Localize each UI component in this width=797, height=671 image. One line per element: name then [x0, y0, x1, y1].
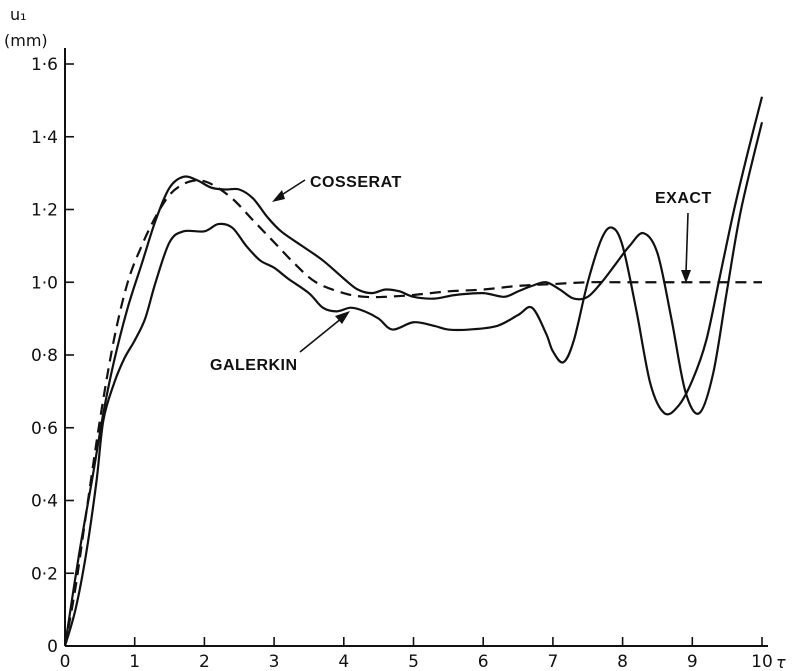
ticks-group: 0 1 2 3 4 5 6 7 8 9 10 0 0·2 0·4 0·6 0·8 1·0 1·2 1·4 1·6: [31, 55, 773, 671]
leader-galerkin: [299, 317, 343, 353]
x-tick-label: 3: [269, 652, 280, 671]
leader-exact: [685, 212, 689, 274]
y-tick-label: 0·6: [31, 419, 58, 439]
series-line-cosserat: [63, 121, 764, 647]
leader-cosserat: [279, 179, 306, 197]
y-tick-label: 0·8: [31, 346, 58, 366]
arrowhead-cosserat: [272, 190, 285, 202]
y-tick-label: 0·4: [31, 492, 58, 512]
x-tick-label: 8: [617, 652, 628, 671]
y-axis-label-symbol: u₁: [10, 5, 27, 24]
x-axis-label: τ: [776, 653, 786, 671]
y-tick-label: 0·2: [31, 564, 58, 584]
series-line-galerkin: [63, 96, 764, 647]
series-line-exact: [63, 179, 762, 647]
y-tick-label: 1·0: [31, 273, 58, 293]
x-tick-label: 0: [60, 652, 71, 671]
y-tick-label: 0: [47, 637, 58, 657]
arrowhead-exact: [681, 270, 691, 283]
y-tick-label: 1·4: [31, 128, 58, 148]
x-tick-label: 2: [199, 652, 210, 671]
x-tick-label: 9: [687, 652, 698, 671]
annotation-cosserat: COSSERAT: [310, 174, 402, 191]
x-tick-label: 7: [547, 652, 558, 671]
x-tick-label: 1: [129, 652, 140, 671]
annotation-exact: EXACT: [655, 190, 712, 207]
y-tick-label: 1·2: [31, 201, 58, 221]
y-tick-label: 1·6: [31, 55, 58, 75]
x-tick-label: 10: [751, 652, 773, 671]
series-group: [63, 96, 764, 647]
annotation-galerkin: GALERKIN: [210, 357, 298, 374]
x-tick-label: 5: [408, 652, 419, 671]
x-tick-label: 6: [478, 652, 489, 671]
x-tick-label: 4: [338, 652, 349, 671]
arrowhead-galerkin: [335, 311, 350, 324]
y-axis-label-unit: (mm): [4, 31, 48, 50]
